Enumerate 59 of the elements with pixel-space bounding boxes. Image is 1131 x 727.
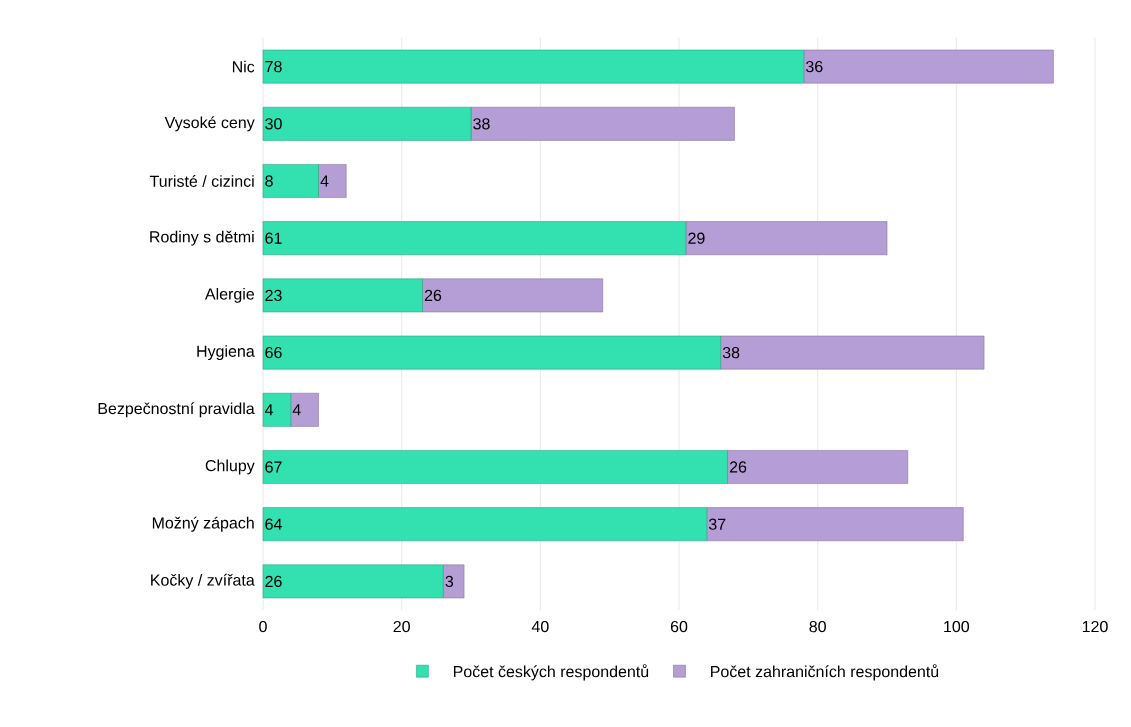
y-tick-label: Rodiny s dětmi — [150, 230, 254, 246]
bar — [422, 278, 604, 313]
bar — [727, 450, 909, 484]
legend-label: Počet zahraničních respondentů — [711, 664, 939, 681]
bar — [706, 507, 964, 542]
y-tick-label: Turisté / cizinci — [149, 175, 254, 187]
x-tick-label: 120 — [1082, 620, 1108, 633]
legend-label: Počet českých respondentů — [453, 664, 649, 681]
data-label: 67 — [265, 461, 282, 473]
bar — [262, 106, 472, 141]
x-tick-label: 100 — [944, 620, 970, 633]
data-label: 38 — [473, 118, 490, 130]
data-label: 29 — [688, 232, 705, 244]
x-tick-label: 80 — [809, 620, 826, 633]
x-tick-label: 0 — [259, 620, 267, 633]
data-label: 26 — [729, 461, 747, 473]
data-label: 37 — [708, 518, 726, 530]
y-tick-label: Chlupy — [205, 459, 255, 475]
bar — [262, 278, 423, 313]
x-tick-label: 60 — [670, 620, 688, 633]
bar — [262, 335, 721, 370]
bar — [262, 507, 708, 542]
y-tick-label: Nic — [232, 60, 255, 73]
data-label: 36 — [806, 60, 823, 73]
bar — [262, 164, 319, 198]
data-label: 61 — [265, 232, 282, 244]
y-tick-label: Kočky / zvířata — [151, 573, 255, 589]
bar — [262, 392, 292, 427]
data-label: 4 — [264, 404, 274, 416]
bar — [262, 49, 805, 84]
bar — [262, 450, 728, 484]
bar — [803, 49, 1054, 84]
data-label: 66 — [265, 346, 282, 359]
data-label: 8 — [265, 175, 273, 187]
data-label: 30 — [265, 118, 282, 130]
data-label: 23 — [265, 289, 282, 302]
data-label: 26 — [265, 575, 282, 588]
y-tick-label: Alergie — [204, 287, 255, 303]
bar — [470, 106, 735, 141]
bar — [262, 564, 444, 599]
y-tick-label: Bezpečnostní pravidla — [98, 402, 255, 418]
data-label: 38 — [722, 346, 740, 359]
y-tick-label: Hygiena — [197, 345, 255, 361]
y-tick-label: Možný zápach — [152, 516, 254, 532]
bar — [685, 221, 888, 256]
bar — [262, 221, 687, 256]
data-label: 4 — [292, 404, 301, 416]
data-label: 3 — [445, 575, 454, 588]
bar — [720, 335, 985, 370]
data-label: 64 — [265, 518, 282, 530]
bar — [443, 564, 465, 599]
data-label: 78 — [265, 60, 282, 73]
y-tick-label: Vysoké ceny — [164, 116, 255, 132]
data-label: 26 — [424, 289, 442, 302]
data-label: 4 — [320, 175, 329, 187]
bar — [318, 164, 347, 198]
x-tick-label: 40 — [531, 620, 549, 633]
bar — [290, 392, 319, 427]
x-tick-label: 20 — [393, 620, 410, 633]
